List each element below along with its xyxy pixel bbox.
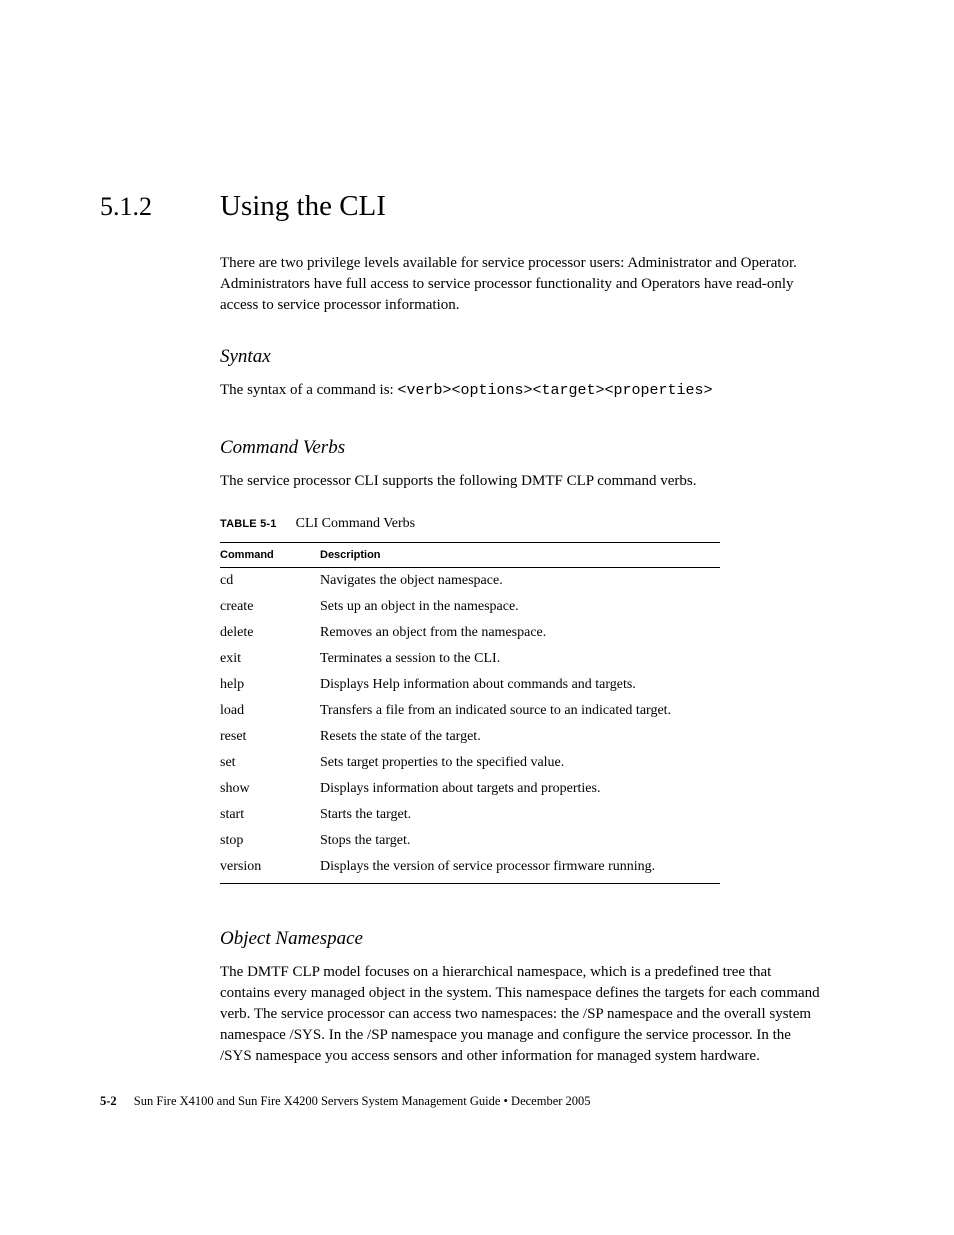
verbs-paragraph: The service processor CLI supports the f… [220,471,824,492]
table-row: deleteRemoves an object from the namespa… [220,620,720,646]
desc-cell: Navigates the object namespace. [320,568,720,595]
cmd-cell: cd [220,568,320,595]
cmd-cell: version [220,854,320,884]
syntax-lead: The syntax of a command is: [220,382,397,398]
table-row: versionDisplays the version of service p… [220,854,720,884]
desc-cell: Removes an object from the namespace. [320,620,720,646]
cmd-cell: set [220,750,320,776]
table-caption-title: CLI Command Verbs [296,516,416,531]
footer-text: Sun Fire X4100 and Sun Fire X4200 Server… [134,1094,591,1108]
table-header-row: Command Description [220,543,720,568]
table-row: resetResets the state of the target. [220,724,720,750]
verbs-heading: Command Verbs [220,437,824,459]
cmd-cell: help [220,672,320,698]
table-row: helpDisplays Help information about comm… [220,672,720,698]
table-caption-label: TABLE 5-1 [220,518,277,530]
namespace-paragraph: The DMTF CLP model focuses on a hierarch… [220,962,824,1067]
cmd-cell: start [220,802,320,828]
cmd-cell: load [220,698,320,724]
section-number: 5.1.2 [100,192,220,222]
syntax-heading: Syntax [220,346,824,368]
intro-paragraph: There are two privilege levels available… [220,253,824,316]
table-row: showDisplays information about targets a… [220,776,720,802]
desc-cell: Resets the state of the target. [320,724,720,750]
page: 5.1.2 Using the CLI There are two privil… [0,0,954,1067]
desc-cell: Sets up an object in the namespace. [320,594,720,620]
table-row: setSets target properties to the specifi… [220,750,720,776]
page-number: 5-2 [100,1094,117,1108]
table-row: cdNavigates the object namespace. [220,568,720,595]
cmd-cell: create [220,594,320,620]
cmd-cell: stop [220,828,320,854]
desc-cell: Displays the version of service processo… [320,854,720,884]
desc-cell: Displays Help information about commands… [320,672,720,698]
desc-cell: Terminates a session to the CLI. [320,646,720,672]
desc-cell: Transfers a file from an indicated sourc… [320,698,720,724]
section-title: Using the CLI [220,190,386,223]
namespace-heading: Object Namespace [220,928,824,950]
page-footer: 5-2 Sun Fire X4100 and Sun Fire X4200 Se… [100,1094,591,1109]
desc-cell: Starts the target. [320,802,720,828]
table-row: createSets up an object in the namespace… [220,594,720,620]
syntax-paragraph: The syntax of a command is: <verb><optio… [220,380,824,401]
body-block: There are two privilege levels available… [220,253,824,1067]
cmd-cell: exit [220,646,320,672]
table-header-description: Description [320,543,720,568]
command-verbs-table: Command Description cdNavigates the obje… [220,542,720,884]
table-header-command: Command [220,543,320,568]
table-row: loadTransfers a file from an indicated s… [220,698,720,724]
table-row: exitTerminates a session to the CLI. [220,646,720,672]
table-row: stopStops the target. [220,828,720,854]
desc-cell: Stops the target. [320,828,720,854]
desc-cell: Displays information about targets and p… [320,776,720,802]
table-caption: TABLE 5-1 CLI Command Verbs [220,516,824,532]
desc-cell: Sets target properties to the specified … [320,750,720,776]
cmd-cell: show [220,776,320,802]
syntax-code: <verb><options><target><properties> [397,382,712,399]
section-heading: 5.1.2 Using the CLI [100,190,824,223]
cmd-cell: reset [220,724,320,750]
cmd-cell: delete [220,620,320,646]
table-row: startStarts the target. [220,802,720,828]
